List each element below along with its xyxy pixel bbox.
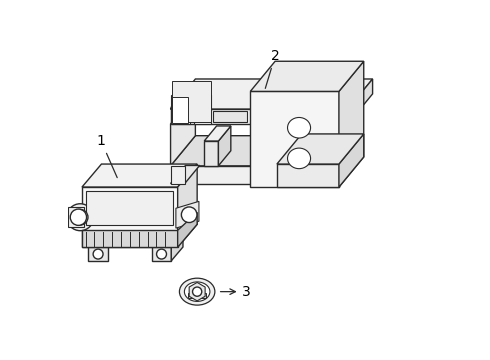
Text: 3: 3 (220, 285, 251, 299)
Polygon shape (171, 166, 185, 184)
Polygon shape (172, 81, 211, 122)
Polygon shape (178, 212, 197, 247)
Polygon shape (277, 164, 339, 187)
Polygon shape (82, 230, 178, 247)
Polygon shape (348, 79, 372, 124)
Polygon shape (339, 134, 364, 187)
Polygon shape (171, 83, 200, 109)
Circle shape (193, 287, 202, 296)
Polygon shape (204, 141, 219, 166)
Polygon shape (82, 164, 197, 187)
Polygon shape (176, 201, 199, 228)
Circle shape (67, 204, 94, 231)
Polygon shape (172, 234, 183, 261)
Polygon shape (171, 79, 372, 109)
Circle shape (73, 210, 88, 225)
Polygon shape (219, 126, 231, 166)
Polygon shape (171, 166, 277, 184)
Polygon shape (171, 166, 199, 184)
Ellipse shape (179, 278, 215, 305)
Circle shape (70, 209, 87, 225)
Polygon shape (88, 247, 108, 261)
Polygon shape (171, 109, 348, 124)
Ellipse shape (288, 117, 311, 138)
Circle shape (93, 249, 103, 259)
Circle shape (181, 207, 197, 222)
Text: 2: 2 (265, 49, 279, 88)
Polygon shape (178, 164, 197, 247)
Polygon shape (171, 95, 190, 124)
Polygon shape (277, 136, 302, 184)
Text: 1: 1 (97, 134, 117, 177)
Polygon shape (189, 283, 205, 301)
Ellipse shape (184, 282, 210, 301)
Polygon shape (250, 61, 364, 91)
Polygon shape (152, 247, 172, 261)
Polygon shape (86, 192, 173, 225)
Polygon shape (68, 207, 84, 227)
Polygon shape (204, 126, 231, 141)
Polygon shape (171, 136, 302, 166)
Polygon shape (172, 97, 188, 123)
Polygon shape (250, 91, 339, 187)
Polygon shape (194, 95, 211, 124)
Polygon shape (277, 134, 364, 164)
Polygon shape (213, 111, 247, 122)
Ellipse shape (288, 148, 311, 168)
Polygon shape (339, 61, 364, 187)
Circle shape (157, 249, 167, 259)
Polygon shape (82, 187, 178, 247)
Polygon shape (171, 94, 196, 166)
Polygon shape (188, 293, 206, 298)
